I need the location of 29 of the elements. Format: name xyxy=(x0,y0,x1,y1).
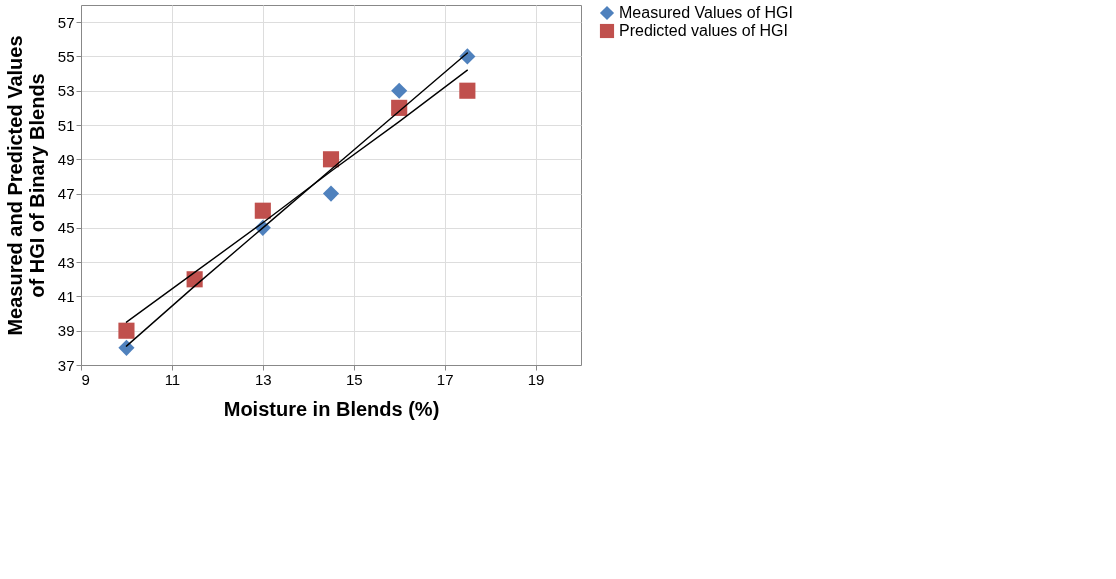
point xyxy=(391,82,408,99)
x-tick-label: 9 xyxy=(81,370,90,388)
y-tick-label: 45 xyxy=(57,219,75,237)
y-axis-title: Measured and Predicted Values of HGI of Binary Blends xyxy=(3,35,48,336)
y-tick-label: 53 xyxy=(57,82,75,100)
y-tick-label: 43 xyxy=(57,253,75,271)
point xyxy=(118,339,135,356)
point xyxy=(254,202,271,219)
y-tick-label: 55 xyxy=(57,47,75,65)
point xyxy=(459,82,476,99)
point xyxy=(322,151,340,168)
x-tick-label: 11 xyxy=(164,370,181,388)
point xyxy=(118,322,135,339)
x-axis-title: Moisture in Blends (%) xyxy=(223,397,440,420)
x-tick-label: 13 xyxy=(254,370,272,388)
y-tick-label: 57 xyxy=(57,13,75,31)
x-tick-label: 19 xyxy=(527,370,545,388)
y-tick-label: 49 xyxy=(57,150,75,168)
legend-label: Measured Values of HGI xyxy=(619,4,794,21)
y-tick-label: 51 xyxy=(57,116,75,134)
legend-label: Predicted values of HGI xyxy=(619,22,788,39)
y-tick-label: 47 xyxy=(57,185,75,203)
x-tick-label: 15 xyxy=(345,370,363,388)
point xyxy=(459,48,476,65)
y-tick-label: 41 xyxy=(57,287,75,305)
point xyxy=(322,185,340,202)
x-tick-label: 17 xyxy=(436,370,454,388)
y-tick-label: 37 xyxy=(57,356,75,374)
y-tick-label: 39 xyxy=(57,322,75,340)
